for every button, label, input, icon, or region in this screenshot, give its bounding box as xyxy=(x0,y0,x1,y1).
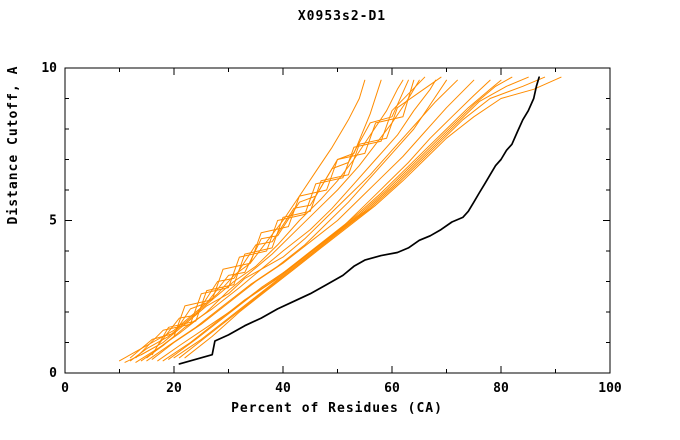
series-line-model-10 xyxy=(168,76,513,360)
x-tick-label: 0 xyxy=(61,381,69,396)
y-tick-label: 10 xyxy=(41,61,57,76)
chart-title: X0953s2-D1 xyxy=(298,9,386,24)
x-tick-label: 80 xyxy=(493,381,509,396)
series-line-model-01 xyxy=(119,79,366,362)
series-line-model-12 xyxy=(178,76,546,359)
series-line-model-05 xyxy=(146,79,447,362)
y-tick-label: 0 xyxy=(49,366,57,381)
x-tick-label: 40 xyxy=(275,381,291,396)
series-line-model-04 xyxy=(140,79,437,362)
series-line-model-07 xyxy=(151,79,475,360)
x-tick-label: 60 xyxy=(384,381,400,396)
series-line-model-14 xyxy=(129,79,382,359)
y-axis-label: Distance Cutoff, A xyxy=(6,66,21,225)
series-line-model-11 xyxy=(173,76,529,359)
series-line-model-06 xyxy=(124,79,458,363)
x-tick-label: 20 xyxy=(166,381,182,396)
series-line-model-17 xyxy=(135,76,426,359)
series-line-model-16 xyxy=(146,79,415,359)
axes-frame: 0 20 40 60 80 100 0 5 10 xyxy=(41,61,622,396)
series-line-model-15 xyxy=(140,79,409,356)
series-line-reference-black xyxy=(178,76,540,365)
series-line-model-02 xyxy=(129,79,404,362)
series-line-model-18 xyxy=(151,76,442,356)
y-tick-label: 5 xyxy=(49,214,57,229)
series-line-model-09 xyxy=(162,79,502,362)
x-tick-label: 100 xyxy=(598,381,622,396)
series-line-model-13 xyxy=(184,76,562,359)
x-axis-label: Percent of Residues (CA) xyxy=(231,401,443,416)
series-group xyxy=(119,76,562,365)
series-line-model-03 xyxy=(135,79,420,363)
